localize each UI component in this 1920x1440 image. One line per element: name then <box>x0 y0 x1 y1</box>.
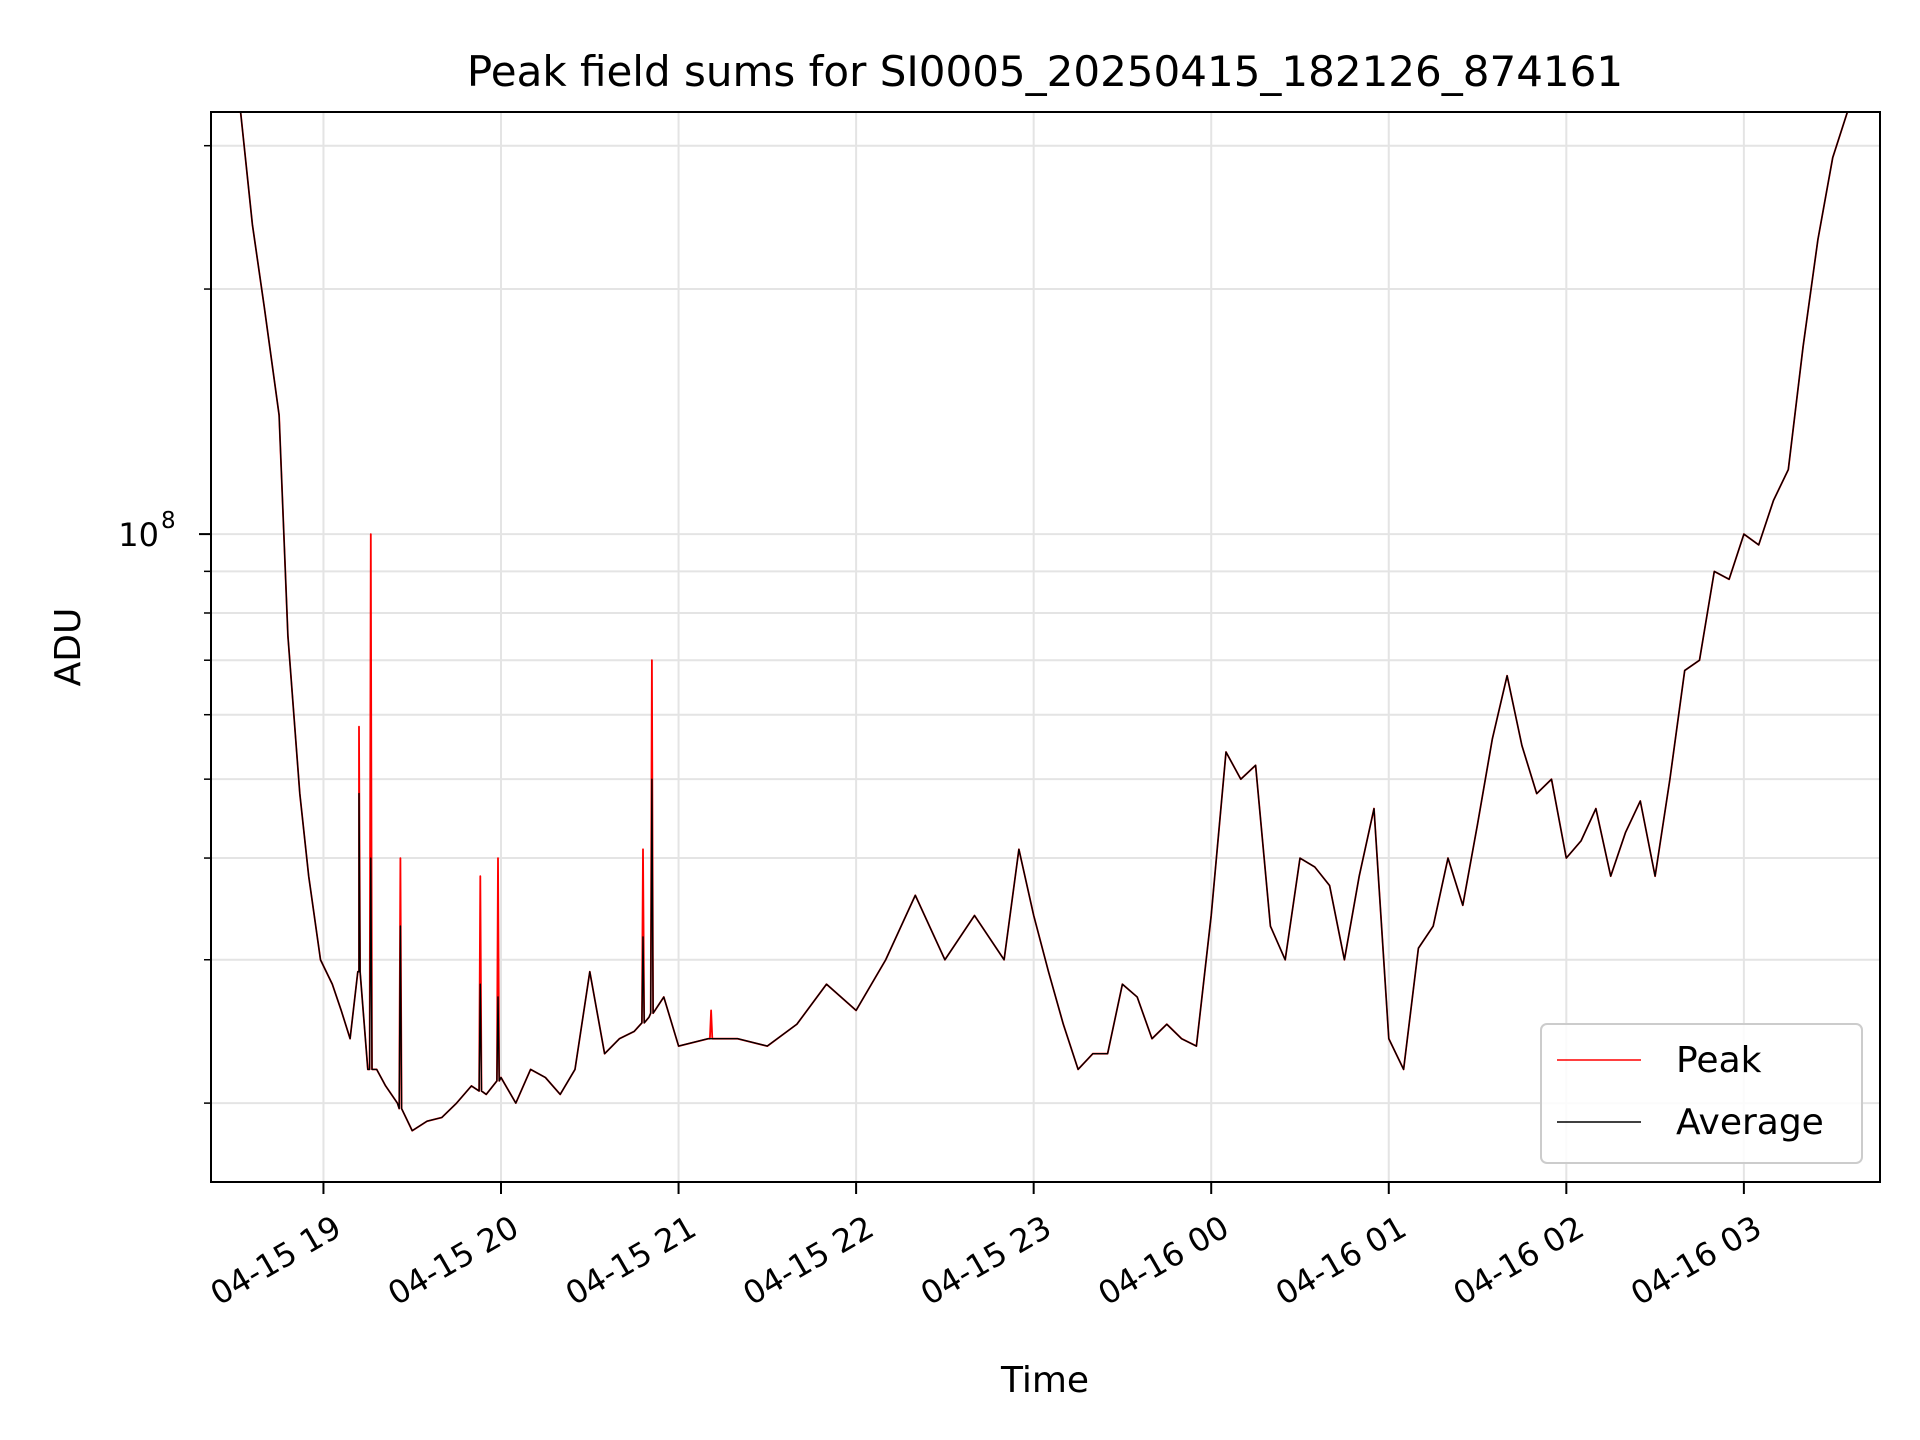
y-tick-label-exponent: 8 <box>161 508 176 534</box>
series-line-average <box>211 111 1880 1132</box>
y-tick-label-base: 10 <box>118 516 159 554</box>
x-tick-label: 04-15 19 <box>204 1208 348 1313</box>
x-tick-label: 04-15 22 <box>737 1208 881 1313</box>
x-tick-label: 04-15 23 <box>914 1208 1058 1313</box>
x-tick-label: 04-16 02 <box>1447 1208 1591 1313</box>
x-tick-label: 04-15 21 <box>559 1208 703 1313</box>
legend-average-label: Average <box>1676 1102 1824 1143</box>
x-axis-label: Time <box>1000 1360 1089 1401</box>
y-axis-label: ADU <box>48 608 89 687</box>
x-axis: 04-15 19 04-15 20 04-15 21 04-15 22 04-15 23… <box>204 1182 1768 1313</box>
y-axis: 10 8 <box>118 144 211 1104</box>
plot-frame <box>210 111 1881 1183</box>
legend: Peak Average <box>1540 1023 1863 1164</box>
series-layer <box>211 111 1880 1132</box>
x-tick-label: 04-16 00 <box>1092 1208 1236 1313</box>
legend-box <box>1540 1023 1863 1164</box>
x-tick-label: 04-15 20 <box>381 1208 525 1313</box>
x-tick-label: 04-16 01 <box>1269 1208 1413 1313</box>
grid <box>211 112 1880 1182</box>
x-tick-label: 04-16 03 <box>1624 1208 1768 1313</box>
chart-title: Peak field sums for SI0005_20250415_1821… <box>467 47 1623 96</box>
series-line-peak <box>211 111 1880 1132</box>
legend-peak-label: Peak <box>1676 1040 1762 1081</box>
